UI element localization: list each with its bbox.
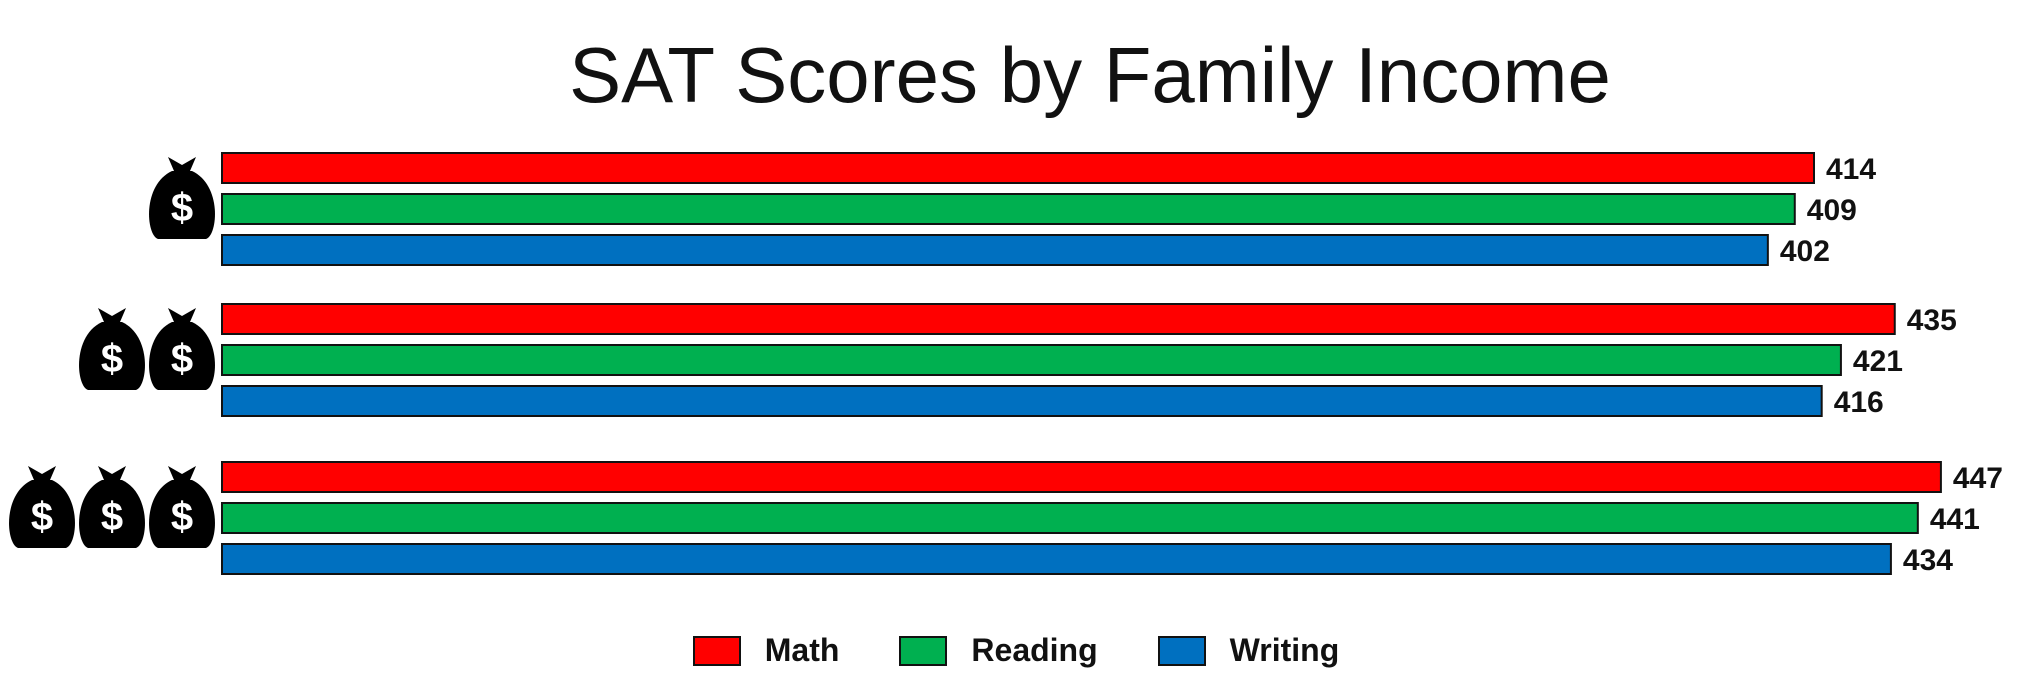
- data-label: 409: [1807, 194, 1857, 227]
- bar-reading: [221, 502, 1919, 534]
- legend-swatch: [1157, 635, 1206, 666]
- money-bag-icon: $: [79, 466, 145, 548]
- svg-text:$: $: [101, 337, 123, 381]
- bar-reading: [221, 193, 1796, 225]
- legend-item-writing: Writing: [1157, 632, 1340, 669]
- svg-text:$: $: [101, 495, 123, 539]
- legend-label: Math: [764, 632, 840, 668]
- bar-writing: [221, 543, 1892, 575]
- legend-item-reading: Reading: [899, 632, 1098, 669]
- money-bag-icon: $: [79, 308, 145, 390]
- legend: Math Reading Writing: [0, 632, 2032, 669]
- money-bag-icon: $: [9, 466, 75, 548]
- bar-math: [221, 461, 1942, 493]
- data-label: 435: [1907, 304, 1957, 337]
- bar-math: [221, 152, 1815, 184]
- legend-swatch: [899, 635, 948, 666]
- legend-item-math: Math: [692, 632, 840, 669]
- money-bag-icon: $: [149, 308, 215, 390]
- money-bag-icon: $: [149, 466, 215, 548]
- bar-writing: [221, 385, 1823, 417]
- svg-text:$: $: [171, 186, 193, 230]
- data-label: 414: [1826, 153, 1876, 186]
- svg-text:$: $: [171, 495, 193, 539]
- data-label: 421: [1853, 345, 1903, 378]
- legend-swatch: [692, 635, 741, 666]
- data-label: 441: [1930, 503, 1980, 536]
- money-bag-icon: $: [149, 157, 215, 239]
- chart-title: SAT Scores by Family Income: [569, 31, 1611, 119]
- data-label: 416: [1834, 386, 1884, 419]
- data-label: 447: [1953, 462, 2003, 495]
- svg-text:$: $: [31, 495, 53, 539]
- bar-writing: [221, 234, 1769, 266]
- bar-math: [221, 303, 1896, 335]
- svg-text:$: $: [171, 337, 193, 381]
- data-label: 434: [1903, 544, 1953, 577]
- data-label: 402: [1780, 235, 1830, 268]
- legend-label: Reading: [971, 632, 1098, 668]
- bar-reading: [221, 344, 1842, 376]
- legend-label: Writing: [1229, 632, 1340, 668]
